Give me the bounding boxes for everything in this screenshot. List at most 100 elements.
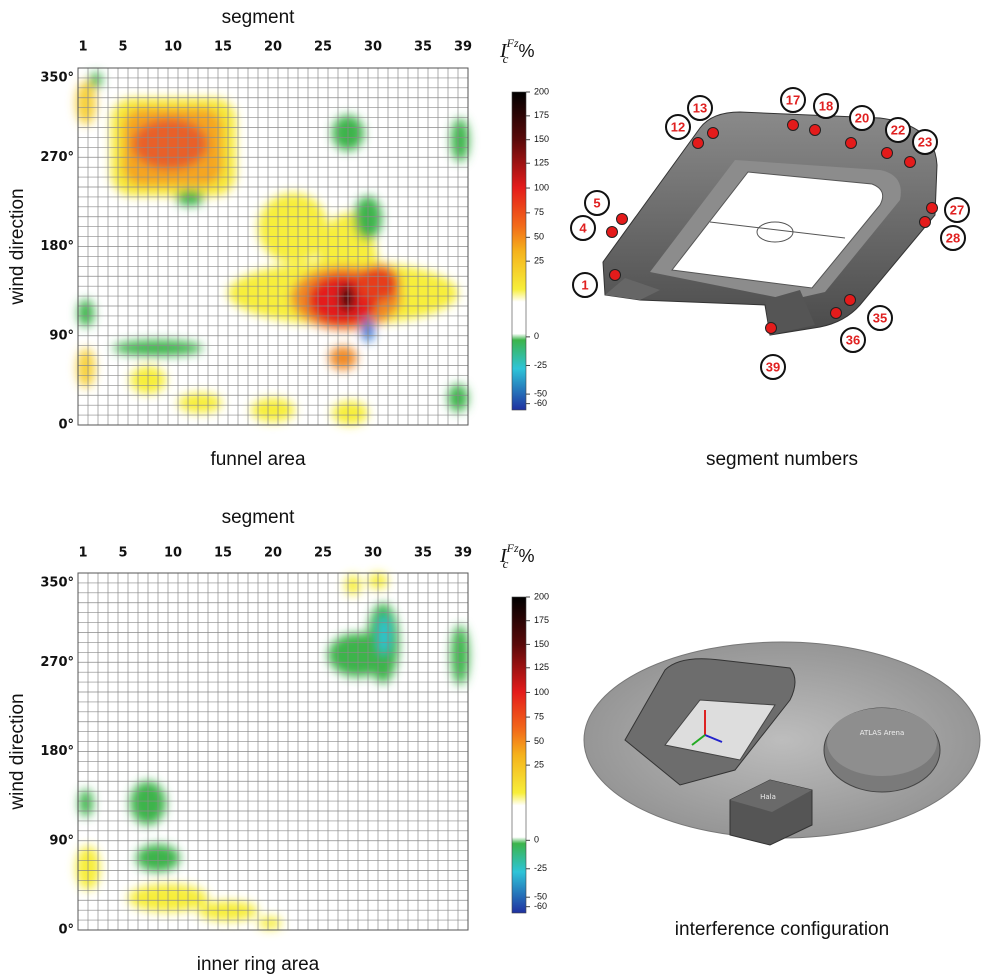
segment-number: 5 xyxy=(593,195,600,210)
x-tick-label: 10 xyxy=(164,40,182,55)
y-tick-label: 350° xyxy=(40,575,74,590)
segment-dot xyxy=(607,227,618,238)
x-tick-label: 25 xyxy=(314,40,332,55)
segment-number: 20 xyxy=(855,110,869,125)
segment-number: 13 xyxy=(693,100,707,115)
colorbar-tick-label: -25 xyxy=(534,863,547,873)
y-tick-label: 90° xyxy=(49,328,74,343)
colorbar-tick-label: 200 xyxy=(534,591,549,601)
colorbar-title-part: % xyxy=(518,41,534,61)
segment-dot xyxy=(927,203,938,214)
colorbar xyxy=(512,597,526,913)
x-tick-label: 30 xyxy=(364,40,382,55)
colorbar-tick-label: -60 xyxy=(534,901,547,911)
segment-dot xyxy=(846,138,857,149)
x-tick-label: 35 xyxy=(414,40,432,55)
segment-number: 36 xyxy=(846,332,860,347)
segment-number: 27 xyxy=(950,202,964,217)
colorbar-tick-label: 0 xyxy=(534,835,539,845)
heatmap-inner-ring xyxy=(76,573,469,929)
y-label: wind direction xyxy=(7,188,28,305)
colorbar-tick-label: 100 xyxy=(534,687,549,697)
y-tick-label: 0° xyxy=(58,923,74,938)
colorbar-title-part: c xyxy=(503,556,509,571)
x-tick-label: 5 xyxy=(118,546,127,561)
segment-dot xyxy=(845,295,856,306)
x-tick-label: 10 xyxy=(164,546,182,561)
y-tick-label: 180° xyxy=(40,239,74,254)
colorbar-title-part: % xyxy=(518,546,534,566)
colorbar-tick-label: 150 xyxy=(534,639,549,649)
segment-dot xyxy=(788,120,799,131)
x-tick-label: 1 xyxy=(78,40,87,55)
segment-number: 23 xyxy=(918,134,932,149)
colorbar-tick-label: -60 xyxy=(534,398,547,408)
colorbar-tick-label: 75 xyxy=(534,207,544,217)
colorbar-tick-label: 125 xyxy=(534,158,549,168)
segment-number: 22 xyxy=(891,122,905,137)
y-tick-label: 90° xyxy=(49,833,74,848)
bottom-label: inner ring area xyxy=(197,954,320,975)
segment-number: 1 xyxy=(581,277,588,292)
colorbar-tick-label: -50 xyxy=(534,388,547,398)
x-tick-label: 20 xyxy=(264,40,282,55)
segment-number: 17 xyxy=(786,92,800,107)
segment-dot xyxy=(810,125,821,136)
colorbar-tick-label: 200 xyxy=(534,86,549,96)
colorbar xyxy=(512,92,526,410)
x-tick-label: 30 xyxy=(364,546,382,561)
colorbar-tick-label: 50 xyxy=(534,232,544,242)
interference-caption: interference configuration xyxy=(675,919,889,940)
colorbar-tick-label: 75 xyxy=(534,711,544,721)
x-tick-label: 1 xyxy=(78,546,87,561)
segment-number: 12 xyxy=(671,119,685,134)
colorbar-tick-label: 125 xyxy=(534,662,549,672)
colorbar-tick-label: 50 xyxy=(534,736,544,746)
colorbar-title-part: c xyxy=(503,51,509,66)
colorbar-tick-label: 0 xyxy=(534,331,539,341)
segment-dot xyxy=(882,148,893,159)
colorbar-tick-label: 25 xyxy=(534,256,544,266)
bottom-label: funnel area xyxy=(210,449,306,470)
x-tick-label: 5 xyxy=(118,40,127,55)
y-label: wind direction xyxy=(7,693,28,810)
stadium-caption: segment numbers xyxy=(706,449,858,470)
segment-dot xyxy=(905,157,916,168)
x-tick-label: 20 xyxy=(264,546,282,561)
colorbar-title-part: Fz xyxy=(506,36,519,50)
x-tick-label: 39 xyxy=(454,546,472,561)
y-tick-label: 180° xyxy=(40,744,74,759)
y-tick-label: 270° xyxy=(40,655,74,670)
segment-number: 4 xyxy=(579,220,587,235)
colorbar-tick-label: 175 xyxy=(534,615,549,625)
colorbar-tick-label: 25 xyxy=(534,759,544,769)
segment-number: 35 xyxy=(873,310,887,325)
y-tick-label: 350° xyxy=(40,70,74,85)
segment-dot xyxy=(617,214,628,225)
y-tick-label: 270° xyxy=(40,150,74,165)
top-label: segment xyxy=(222,7,296,28)
segment-number: 18 xyxy=(819,98,833,113)
colorbar-title: IFzc% xyxy=(499,541,534,571)
x-tick-label: 39 xyxy=(454,40,472,55)
colorbar-tick-label: -25 xyxy=(534,360,547,370)
arena-label: ATLAS Arena xyxy=(860,729,905,737)
stadium-illustration xyxy=(603,112,937,335)
colorbar-tick-label: 100 xyxy=(534,182,549,192)
interference-illustration xyxy=(584,642,980,845)
colorbar-tick-label: 150 xyxy=(534,134,549,144)
y-tick-label: 0° xyxy=(58,418,74,433)
segment-number: 39 xyxy=(766,359,780,374)
segment-dot xyxy=(920,217,931,228)
segment-dot xyxy=(693,138,704,149)
segment-number: 28 xyxy=(946,230,960,245)
x-tick-label: 25 xyxy=(314,546,332,561)
hall-label: Hala xyxy=(760,793,776,801)
segment-dot xyxy=(766,323,777,334)
segment-dot xyxy=(831,308,842,319)
x-tick-label: 15 xyxy=(214,40,232,55)
heatmap-funnel xyxy=(76,72,469,425)
figure: segmentfunnel areawind direction15101520… xyxy=(0,0,986,979)
colorbar-tick-label: 175 xyxy=(534,110,549,120)
